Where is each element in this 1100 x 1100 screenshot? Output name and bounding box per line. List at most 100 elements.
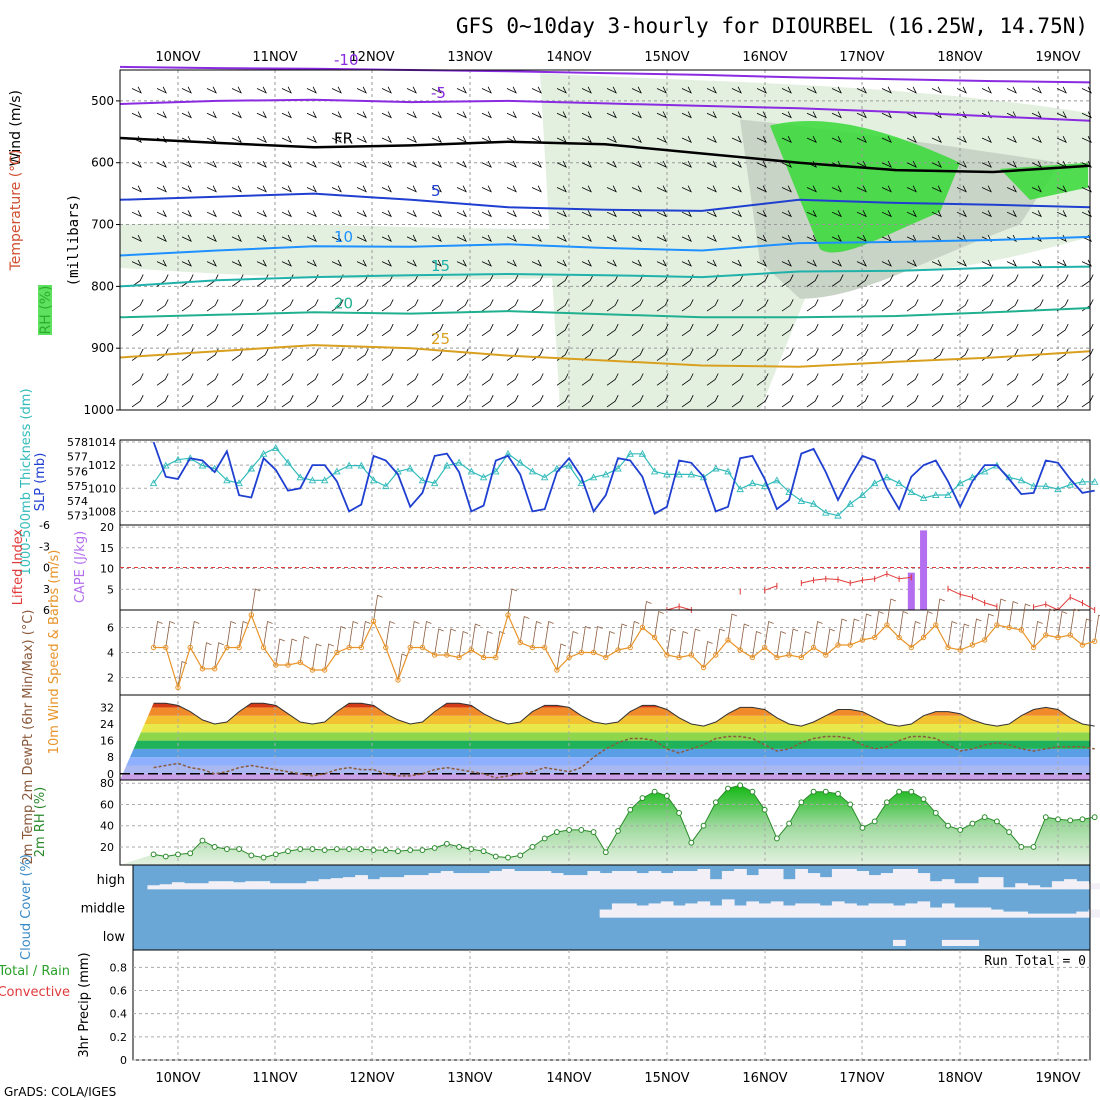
wind-barb (356, 185, 367, 193)
wind-barb (381, 274, 394, 287)
wind-barb (931, 348, 944, 361)
wind-barb (981, 234, 992, 242)
isotherm-label: 10 (334, 228, 353, 246)
wind-barb (706, 299, 719, 312)
wind-barb (731, 234, 742, 242)
cloud-cell-middle (1076, 911, 1090, 918)
thickness-point (699, 473, 708, 481)
wind-barb-10m (1057, 610, 1068, 638)
wind-barb (281, 160, 292, 168)
thickness-point (516, 458, 524, 466)
rh-point (822, 788, 829, 795)
slp-ylabel: SLP (mb) (33, 453, 48, 512)
cloud-cell-high (184, 883, 197, 890)
wind-barb (306, 160, 317, 168)
wind-barb (706, 395, 719, 408)
thickness-point (320, 476, 329, 484)
rh-point (382, 847, 389, 854)
wind-barb-10m (654, 610, 664, 638)
wind-barb (356, 160, 367, 168)
thickness-point (797, 496, 806, 504)
slp-tick-label: 1012 (88, 459, 116, 472)
wind-barb (756, 274, 769, 287)
wind-barb (1081, 259, 1092, 267)
wind-barb (506, 299, 519, 312)
rh-point (663, 793, 670, 799)
rh-point (993, 818, 1000, 825)
wind-barb (681, 299, 694, 312)
wind-barb (731, 86, 742, 94)
y-tick-label: 600 (91, 156, 114, 170)
cape-tick-label: 5 (107, 583, 114, 596)
thickness-point (1078, 477, 1087, 485)
cloud-cell-high (905, 869, 918, 890)
cloud-cell-low (941, 939, 955, 946)
cloud-cell-high (758, 869, 772, 890)
wind-barb (356, 86, 367, 94)
wind-barb (356, 111, 367, 119)
wind-speed-point (541, 644, 548, 651)
wind-barb (181, 348, 194, 361)
wind-barb (1031, 395, 1044, 408)
wind-barb (731, 160, 742, 168)
thickness-point (724, 467, 732, 475)
wind-barb (331, 323, 344, 337)
rh-point (798, 799, 805, 806)
cloud-cell-high (355, 875, 368, 890)
wind-barb (181, 323, 194, 337)
date-label-top: 15NOV (644, 50, 689, 65)
wind-barb (631, 234, 642, 242)
rh-point (358, 846, 365, 852)
wind-barb (706, 373, 719, 386)
wind-barb (606, 234, 617, 242)
wind-barb (356, 259, 367, 267)
wind-barb (656, 234, 667, 242)
rh-point (370, 847, 377, 854)
thickness-point (565, 461, 573, 469)
wind-barb-10m (409, 620, 420, 648)
rh-point (615, 828, 621, 834)
date-label-bottom: 13NOV (447, 1071, 492, 1086)
wind-barb (231, 86, 242, 94)
wind-barb (306, 395, 319, 408)
rh-color-key (38, 285, 52, 335)
cloud-cell-middle (721, 899, 735, 918)
wind-barb (406, 299, 419, 312)
li-tick-label: -6 (39, 519, 50, 532)
wind-barb (806, 210, 817, 218)
wind-barb-10m (507, 588, 518, 616)
wind-barb-10m (642, 600, 652, 628)
wind-barb-10m (544, 620, 554, 648)
wind-speed-point (224, 644, 230, 651)
wind-barb (756, 234, 767, 242)
wind-barb (406, 234, 417, 242)
wind-barb (506, 373, 519, 386)
wind-barb (931, 395, 944, 408)
isotherm-label: FR (334, 129, 353, 147)
wind-barb (481, 323, 494, 337)
wind-barb (131, 210, 142, 218)
wind-barb (881, 259, 892, 267)
slp-tick-label: 1008 (88, 505, 116, 518)
wind-barb (256, 373, 269, 386)
wind-barb (931, 136, 942, 144)
wind-barb-10m (226, 620, 237, 648)
cloud-cell-high (379, 877, 393, 890)
thickness-point (540, 473, 549, 481)
temperature-ylabel: Temperature (°C) (8, 150, 24, 272)
rh-point (908, 788, 915, 795)
wind-barb (1056, 86, 1067, 94)
wind-barb (231, 259, 242, 267)
wind-barb (656, 160, 667, 168)
wind-barb (881, 323, 894, 337)
thickness-point (736, 485, 744, 493)
cape-bar (907, 572, 915, 610)
wind-barb (156, 210, 167, 218)
wind-speed-point (285, 662, 291, 668)
wind-barb (931, 373, 944, 386)
wind-barb (681, 185, 692, 193)
wind-speed-point (1030, 644, 1037, 651)
wind-barb (181, 395, 194, 408)
cloud-cell-high (648, 871, 662, 890)
top-date-axis: 10NOV 11NOV 12NOV 13NOV 14NOV 15NOV 16NOV 17NOV… (155, 50, 1080, 65)
